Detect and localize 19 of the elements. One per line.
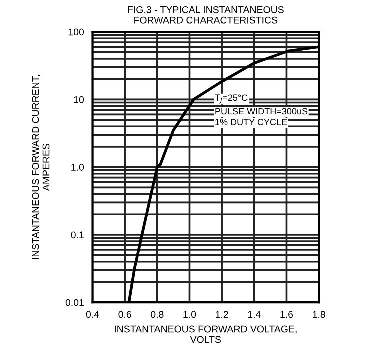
chart-title: FIG.3 - TYPICAL INSTANTANEOUS FORWARD CHARACTERISTICS (128, 6, 284, 24)
x-tick-label: 1.0 (184, 311, 196, 318)
x-tick-label: 1.2 (216, 311, 228, 318)
y-tick-label: 0.01 (66, 299, 84, 306)
annotation: 1% DUTY CYCLE (216, 119, 288, 126)
x-tick-label: 0.6 (118, 311, 132, 318)
y-tick-label: 0.1 (71, 232, 84, 239)
annotation: PULSE WIDTH=300uS (216, 108, 308, 115)
annotation: T$_{J}$=25°C (215, 94, 248, 104)
x-tick-label: 0.8 (151, 311, 164, 318)
x-tick-label: 0.4 (86, 311, 100, 318)
y-axis-title: INSTANTANEOUS FORWARD CURRENT, AMPERES (32, 75, 50, 260)
x-tick-label: 1.8 (313, 311, 326, 318)
y-tick-label: 10 (74, 96, 84, 104)
x-tick-label: 1.6 (280, 311, 294, 318)
x-tick-label: 1.4 (248, 311, 261, 318)
x-axis-title: INSTANTANEOUS FORWARD VOLTAGE, VOLTS (115, 326, 297, 344)
y-tick-label: 1.0 (72, 164, 84, 171)
y-tick-label: 100 (68, 28, 84, 36)
